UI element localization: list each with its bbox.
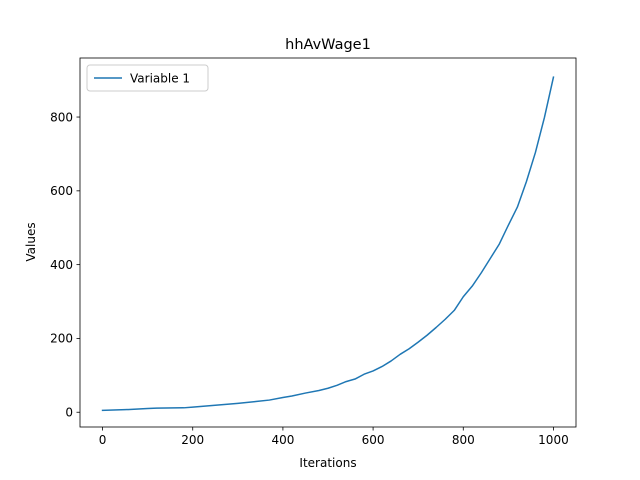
chart-title: hhAvWage1 bbox=[285, 37, 371, 53]
x-tick-label: 1000 bbox=[538, 433, 569, 447]
y-axis-label: Values bbox=[24, 222, 38, 261]
legend-entry-label: Variable 1 bbox=[130, 71, 190, 85]
series-line-1 bbox=[101, 76, 555, 412]
y-tick-label: 200 bbox=[50, 332, 73, 346]
plot-area: 0 200 400 600 800 1000 0 200 400 600 800 bbox=[50, 57, 577, 447]
y-tick-label: 800 bbox=[50, 110, 73, 124]
x-tick-label: 0 bbox=[99, 433, 107, 447]
x-tick-label: 200 bbox=[181, 433, 204, 447]
x-axis-label: Iterations bbox=[299, 456, 356, 470]
y-tick-label: 600 bbox=[50, 184, 73, 198]
axes-frame bbox=[79, 57, 577, 428]
legend-box bbox=[86, 64, 209, 92]
x-tick-label: 400 bbox=[271, 433, 294, 447]
x-tick-label: 800 bbox=[452, 433, 475, 447]
y-tick-label: 400 bbox=[50, 258, 73, 272]
x-tick-label: 600 bbox=[362, 433, 385, 447]
y-tick-label: 0 bbox=[65, 406, 73, 420]
legend: Variable 1 bbox=[86, 64, 209, 92]
